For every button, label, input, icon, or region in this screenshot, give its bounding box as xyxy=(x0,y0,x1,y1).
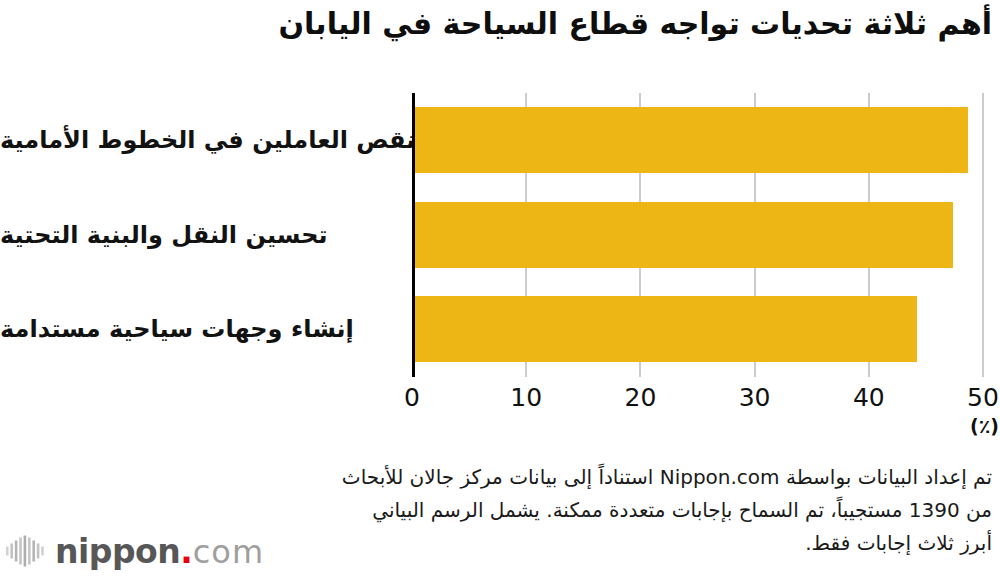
y-axis-line xyxy=(412,93,415,377)
bar-category-label: نقص العاملين في الخطوط الأمامية xyxy=(0,107,404,173)
bar xyxy=(415,107,968,173)
source-note-line: تم إعداد البيانات بواسطة Nippon.com استن… xyxy=(8,461,992,494)
bar xyxy=(415,202,953,268)
x-tick-label: 30 xyxy=(739,383,771,412)
bar-category-label: إنشاء وجهات سياحية مستدامة xyxy=(0,296,404,362)
bar xyxy=(415,296,917,362)
x-tick-label: 40 xyxy=(853,383,885,412)
x-tick-label: 0 xyxy=(404,383,420,412)
chart-title: أهم ثلاثة تحديات تواجه قطاع السياحة في ا… xyxy=(8,6,992,41)
logo-name: nippon xyxy=(55,532,180,571)
x-tick-label: 20 xyxy=(624,383,656,412)
axis-unit-label: (٪) xyxy=(970,415,999,437)
soundwave-bars-icon xyxy=(6,533,46,569)
category-labels: نقص العاملين في الخطوط الأمامية تحسين الن… xyxy=(0,93,404,377)
x-tick-label: 10 xyxy=(510,383,542,412)
nippon-logo-wordmark: nippon . com xyxy=(55,532,264,571)
logo-tld: com xyxy=(193,533,264,571)
nippon-logo: nippon . com xyxy=(6,530,264,572)
source-note-line: من 1390 مستجيباً، تم السماح بإجابات متعد… xyxy=(8,494,992,527)
x-tick-label: 50 xyxy=(967,383,999,412)
logo-dot: . xyxy=(180,532,193,571)
bar-chart-plot-area: 01020304050(٪) xyxy=(412,93,983,377)
gridline xyxy=(982,93,984,377)
bar-category-label: تحسين النقل والبنية التحتية xyxy=(0,202,404,268)
